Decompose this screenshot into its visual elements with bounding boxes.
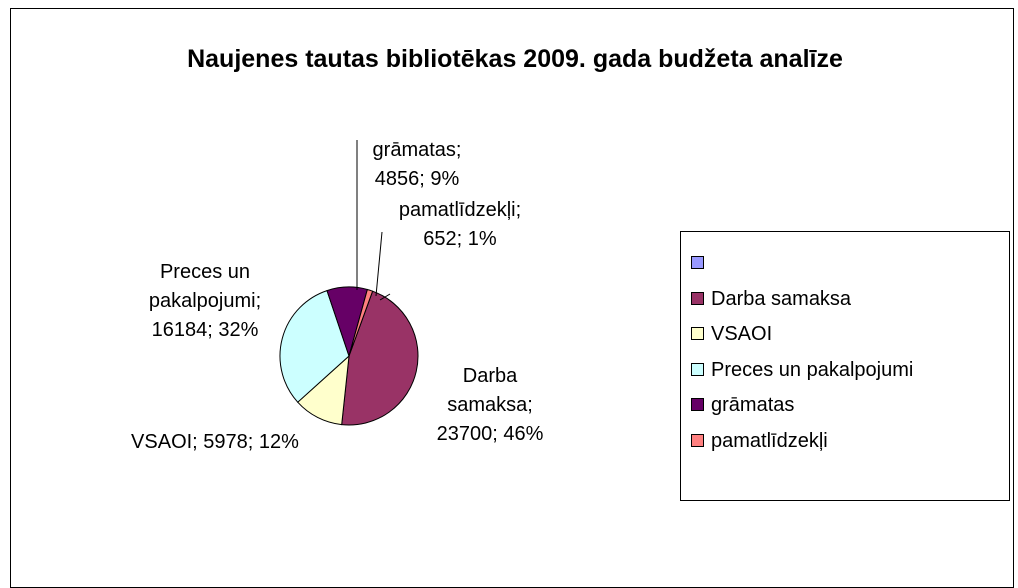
legend-label: Darba samaksa — [711, 287, 852, 310]
pie-slice — [348, 288, 374, 357]
leader-line — [379, 293, 391, 301]
leader-line — [375, 231, 383, 297]
legend-item: Preces un pakalpojumi — [691, 358, 913, 382]
legend-label: VSAOI — [711, 323, 773, 345]
legend-item: pamatlīdzekļi — [691, 429, 828, 453]
chart-title: Naujenes tautas bibliotēkas 2009. gada b… — [187, 45, 843, 73]
legend-item — [691, 251, 711, 275]
data-label: Darba samaksa; 23700; 46% — [436, 365, 544, 445]
page: Naujenes tautas bibliotēkas 2009. gada b… — [10, 8, 1014, 588]
legend-label: grāmatas — [711, 394, 795, 416]
legend-swatch — [691, 291, 704, 305]
legend-item: grāmatas — [691, 393, 794, 417]
legend-swatch — [691, 327, 704, 340]
legend-label: pamatlīdzekļi — [711, 429, 828, 452]
legend-label: Preces un pakalpojumi — [711, 358, 914, 381]
legend-swatch — [691, 433, 704, 447]
legend-item: Darba samaksa — [691, 287, 851, 311]
data-label: Preces un pakalpojumi; 16184; 32% — [148, 261, 262, 341]
pie-area — [279, 140, 419, 426]
legend-swatch — [691, 256, 704, 269]
legend: Darba samaksa VSAOI Preces un pakalpojumi g… — [680, 231, 1010, 501]
legend-item: VSAOI — [691, 322, 772, 346]
legend-swatch — [691, 362, 704, 376]
data-label: grāmatas; 4856; 9% — [372, 139, 462, 190]
pie-slice — [279, 289, 350, 403]
data-label: pamatlīdzekļi; 652; 1% — [398, 199, 522, 250]
data-label: VSAOI; 5978; 12% — [131, 431, 299, 453]
legend-swatch — [691, 398, 704, 411]
